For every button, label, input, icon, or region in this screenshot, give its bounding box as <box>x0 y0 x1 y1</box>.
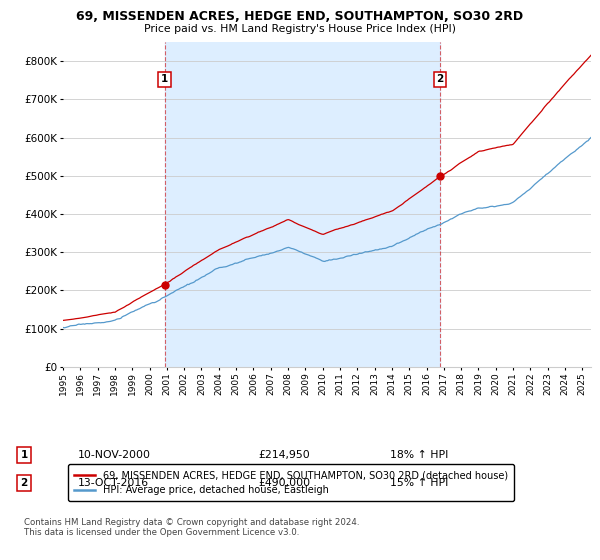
Text: 69, MISSENDEN ACRES, HEDGE END, SOUTHAMPTON, SO30 2RD: 69, MISSENDEN ACRES, HEDGE END, SOUTHAMP… <box>76 10 524 23</box>
Text: Price paid vs. HM Land Registry's House Price Index (HPI): Price paid vs. HM Land Registry's House … <box>144 24 456 34</box>
Text: 1: 1 <box>20 450 28 460</box>
Text: 2: 2 <box>20 478 28 488</box>
Text: 1: 1 <box>161 74 168 85</box>
Text: 10-NOV-2000: 10-NOV-2000 <box>78 450 151 460</box>
Text: 15% ↑ HPI: 15% ↑ HPI <box>390 478 448 488</box>
Text: 18% ↑ HPI: 18% ↑ HPI <box>390 450 448 460</box>
Legend: 69, MISSENDEN ACRES, HEDGE END, SOUTHAMPTON, SO30 2RD (detached house), HPI: Ave: 69, MISSENDEN ACRES, HEDGE END, SOUTHAMP… <box>68 464 514 501</box>
Bar <box>164 42 440 367</box>
Text: £214,950: £214,950 <box>258 450 310 460</box>
Text: £490,000: £490,000 <box>258 478 310 488</box>
Text: 13-OCT-2016: 13-OCT-2016 <box>78 478 149 488</box>
Text: 2: 2 <box>437 74 444 85</box>
Text: Contains HM Land Registry data © Crown copyright and database right 2024.
This d: Contains HM Land Registry data © Crown c… <box>24 518 359 538</box>
